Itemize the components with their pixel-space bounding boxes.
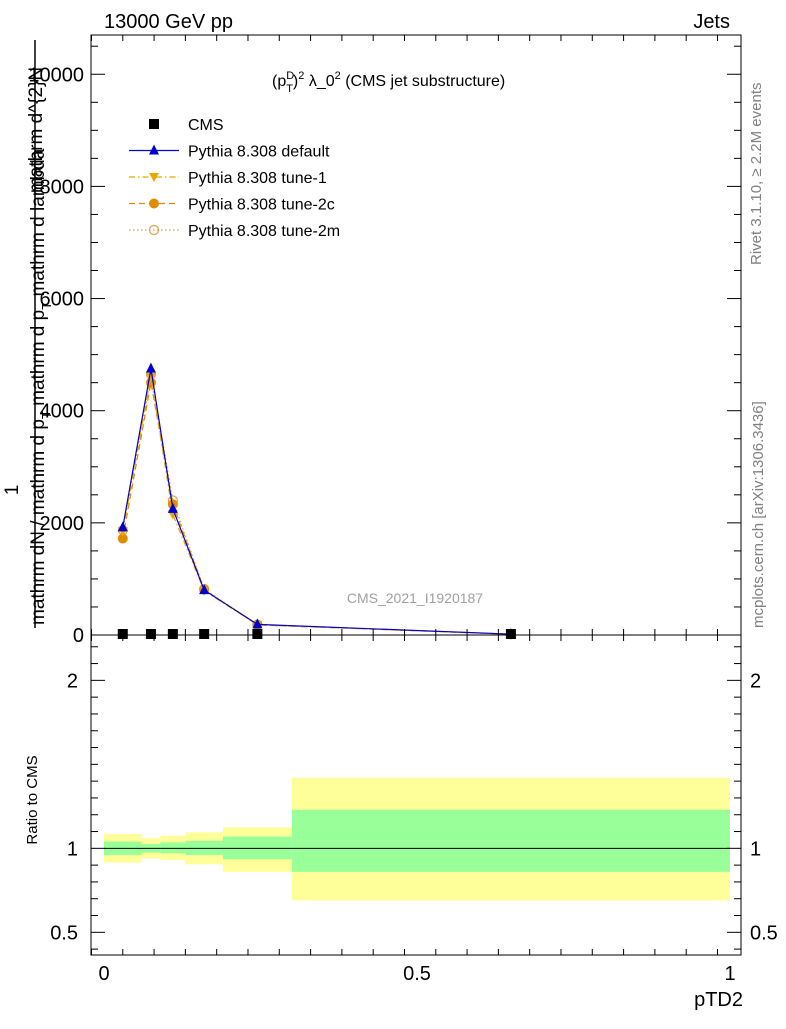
cms-data-point bbox=[145, 629, 156, 639]
ratio-y-tick-label: 0.5 bbox=[50, 922, 78, 944]
series-point-0 bbox=[252, 618, 263, 629]
header-right: Jets bbox=[693, 11, 730, 33]
legend-label: Pythia 8.308 default bbox=[188, 144, 330, 161]
legend-label: CMS bbox=[188, 117, 224, 134]
series-line-3 bbox=[122, 374, 511, 635]
ratio-y-tick-label-right: 0.5 bbox=[750, 922, 778, 944]
ratio-y-tick-label-right: 2 bbox=[750, 670, 761, 692]
series-point-2 bbox=[117, 533, 128, 544]
legend-label: Pythia 8.308 tune-1 bbox=[188, 170, 327, 187]
plot-title: (pD T)2 λ_02 (CMS jet substructure) bbox=[272, 70, 505, 95]
series-line-2 bbox=[122, 382, 511, 635]
x-axis-label: pTD2 bbox=[694, 989, 743, 1011]
legend-label: Pythia 8.308 tune-2c bbox=[188, 197, 335, 214]
main-y-axis-label: mathrm d^{2}N 1 mathrm dN / mathrm d pT … bbox=[2, 40, 54, 628]
x-axis: 0 0.5 1 bbox=[90, 35, 736, 985]
main-y-axis: 0 2000 4000 6000 8000 10000 bbox=[28, 45, 741, 647]
series-point-0 bbox=[167, 502, 178, 513]
legend: CMS Pythia 8.308 default Pythia 8.308 tune… bbox=[129, 117, 340, 240]
cms-data-point bbox=[167, 629, 178, 639]
ratio-plot-area bbox=[104, 777, 730, 901]
analysis-watermark: CMS_2021_I1920187 bbox=[347, 590, 483, 606]
legend-entry-3: Pythia 8.308 tune-2c bbox=[129, 197, 335, 214]
legend-marker bbox=[149, 173, 159, 182]
x-tick-label: 0.5 bbox=[403, 963, 431, 985]
main-y-tick-label: 4000 bbox=[40, 401, 85, 423]
series-line-1 bbox=[122, 376, 511, 635]
series-point-1 bbox=[145, 373, 156, 383]
legend-marker bbox=[148, 224, 160, 236]
svg-text:1: 1 bbox=[2, 485, 23, 496]
legend-entry-0: CMS bbox=[149, 117, 224, 134]
cms-data-point bbox=[252, 629, 263, 639]
header-left: 13000 GeV pp bbox=[104, 11, 233, 33]
rivet-version-label: Rivet 3.1.10, ≥ 2.2M events bbox=[748, 83, 765, 266]
legend-entry-4: Pythia 8.308 tune-2m bbox=[129, 223, 340, 240]
main-y-tick-label: 8000 bbox=[40, 176, 85, 198]
ratio-y-tick-label-right: 1 bbox=[750, 838, 761, 860]
ratio-y-tick-label: 2 bbox=[67, 670, 78, 692]
main-y-tick-label: 6000 bbox=[40, 289, 85, 311]
legend-marker bbox=[149, 198, 159, 209]
series-line-0 bbox=[122, 368, 511, 635]
x-tick-label: 1 bbox=[724, 963, 735, 985]
legend-marker bbox=[149, 144, 159, 155]
main-y-tick-label: 10000 bbox=[28, 64, 84, 86]
series-point-0 bbox=[145, 362, 156, 373]
ratio-y-tick-label: 1 bbox=[67, 838, 78, 860]
svg-text:mathrm d^{2}N: mathrm d^{2}N bbox=[26, 67, 47, 193]
main-y-tick-label: 0 bbox=[73, 625, 84, 647]
main-y-tick-label: 2000 bbox=[40, 513, 85, 535]
cms-data-point bbox=[199, 629, 210, 639]
mcplots-label: mcplots.cern.ch [arXiv:1306.3436] bbox=[750, 401, 767, 628]
x-tick-label: 0 bbox=[98, 963, 109, 985]
ratio-stat-band-5 bbox=[291, 809, 730, 872]
legend-entry-1: Pythia 8.308 default bbox=[129, 144, 330, 161]
ratio-y-axis: 0.5 0.5 1 1 2 2 bbox=[50, 646, 778, 950]
legend-label: Pythia 8.308 tune-2m bbox=[188, 223, 340, 240]
ratio-y-axis-label: Ratio to CMS bbox=[24, 755, 41, 844]
legend-entry-2: Pythia 8.308 tune-1 bbox=[129, 170, 327, 187]
ratio-plot-frame bbox=[90, 634, 742, 956]
legend-marker bbox=[149, 119, 159, 129]
cms-data-point bbox=[505, 629, 516, 639]
series-point-0 bbox=[199, 584, 210, 595]
series-point-0 bbox=[117, 521, 128, 532]
ratio-frame-border bbox=[90, 634, 742, 956]
svg-text:mathrm dN / mathrm d pT mathrm: mathrm dN / mathrm d pT mathrm d pT math… bbox=[28, 148, 54, 625]
